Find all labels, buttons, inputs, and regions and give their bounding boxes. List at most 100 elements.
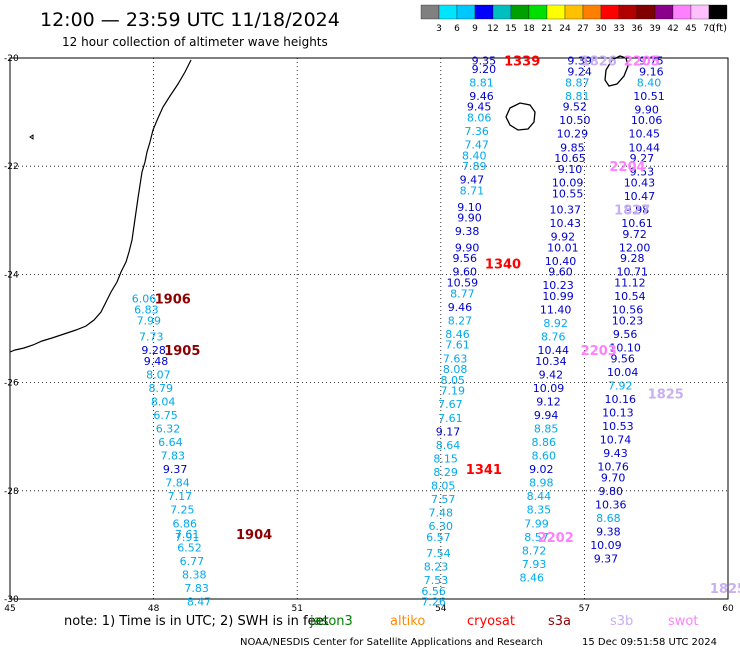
wave-height-value: 6.64 — [158, 436, 183, 449]
wave-height-value: 8.64 — [436, 439, 461, 452]
wave-height-value: 10.74 — [600, 433, 632, 446]
wave-height-value: 9.46 — [469, 90, 494, 103]
wave-height-value: 8.44 — [527, 490, 552, 503]
colorbar-swatch — [456, 4, 476, 20]
wave-height-value: 10.13 — [602, 406, 634, 419]
wave-height-value: 10.44 — [538, 344, 570, 357]
wave-height-value: 8.08 — [443, 363, 468, 376]
y-tick-label: -24 — [4, 270, 19, 280]
wave-height-value: 9.90 — [455, 241, 480, 254]
colorbar-swatch — [474, 4, 494, 20]
wave-height-value: 10.34 — [535, 355, 567, 368]
track-label: 1825 — [648, 387, 684, 402]
wave-height-value: 8.05 — [431, 479, 456, 492]
wave-height-value: 9.60 — [452, 266, 477, 279]
y-tick-label: -30 — [4, 595, 19, 605]
colorbar-label: 27 — [577, 24, 588, 34]
colorbar-swatch — [420, 4, 440, 20]
colorbar-swatch — [636, 4, 656, 20]
footer-timestamp: 15 Dec 09:51:58 UTC 2024 — [582, 637, 717, 648]
x-tick-label: 48 — [148, 604, 160, 614]
legend-item: s3a — [548, 614, 571, 629]
wave-height-value: 8.77 — [450, 287, 475, 300]
wave-height-value: 7.54 — [426, 547, 451, 560]
wave-height-value: 10.54 — [614, 290, 646, 303]
wave-height-value: 9.56 — [610, 352, 635, 365]
wave-height-value: 8.46 — [445, 328, 470, 341]
track-label: 2204 — [609, 160, 645, 175]
colorbar-label: 6 — [454, 24, 460, 34]
wave-height-value: 11.12 — [614, 277, 646, 290]
wave-height-value: 7.99 — [524, 517, 549, 530]
wave-height-value: 10.09 — [590, 539, 622, 552]
satellite-legend: jason3 altiko cryosat s3a s3b swot — [309, 614, 698, 629]
wave-height-value: 10.56 — [612, 304, 644, 317]
footer-note: note: 1) Time is in UTC; 2) SWH is in fe… — [64, 614, 329, 629]
wave-height-value: 8.38 — [182, 569, 207, 582]
coastline-madagascar — [9, 59, 192, 353]
footer-credit: NOAA/NESDIS Center for Satellite Applica… — [240, 637, 543, 648]
wave-height-value: 7.92 — [608, 379, 633, 392]
wave-height-value: 8.46 — [519, 571, 544, 584]
wave-height-value: 10.09 — [533, 382, 565, 395]
wave-height-value: 8.60 — [531, 450, 556, 463]
wave-height-value: 8.35 — [527, 504, 552, 517]
colorbar-swatch — [582, 4, 602, 20]
wave-height-value: 7.57 — [431, 493, 456, 506]
track-label: 1825 — [710, 582, 740, 597]
wave-height-value: 8.23 — [424, 561, 449, 574]
wave-height-value: 10.06 — [631, 114, 663, 127]
wave-height-value: 6.06 — [132, 293, 157, 306]
wave-height-value: 7.61 — [438, 412, 463, 425]
y-tick-label: -26 — [4, 379, 19, 389]
wave-height-value: 9.90 — [634, 103, 659, 116]
wave-height-value: 9.28 — [620, 252, 645, 265]
island-mauritius — [604, 55, 629, 87]
wave-height-value: 10.09 — [552, 176, 584, 189]
wave-height-value: 8.27 — [448, 314, 473, 327]
colorbar-label: 21 — [541, 24, 552, 34]
legend-item: altiko — [390, 614, 425, 629]
wave-height-value: 10.47 — [624, 190, 656, 203]
x-tick-label: 60 — [722, 604, 734, 614]
wave-height-value: 9.37 — [163, 463, 188, 476]
chart-subtitle: 12 hour collection of altimeter wave hei… — [62, 35, 328, 49]
wave-height-value: 11.40 — [540, 304, 572, 317]
wave-height-value: 9.17 — [436, 425, 461, 438]
track-label: 1827 — [614, 203, 650, 218]
colorbar: 3 6 9 12 15 18 21 24 27 30 33 36 39 42 45 70 — [420, 4, 728, 34]
track-label: 2205 — [624, 55, 660, 70]
wave-height-value: 9.46 — [448, 301, 473, 314]
track-label: 1904 — [236, 528, 272, 543]
axis-ticks: 45 48 51 54 57 60 -20 -22 -24 -26 -28 -30 — [4, 54, 734, 614]
wave-height-value: 8.07 — [146, 368, 171, 381]
track-label: 1341 — [466, 463, 502, 478]
plot-frame — [9, 57, 729, 600]
wave-height-value: 6.57 — [426, 531, 451, 544]
colorbar-label: 24 — [559, 24, 571, 34]
wave-height-value: 9.38 — [596, 525, 621, 538]
wave-height-value: 7.83 — [160, 450, 185, 463]
wave-height-value: 9.90 — [457, 212, 482, 225]
wave-height-value: 8.57 — [524, 531, 549, 544]
wave-height-value: 10.53 — [602, 420, 634, 433]
wave-height-value: 10.61 — [621, 217, 653, 230]
wave-height-value: 7.84 — [165, 477, 190, 490]
legend-item: jason3 — [309, 614, 353, 629]
wave-height-value: 10.10 — [609, 341, 641, 354]
track-label: 1905 — [164, 344, 200, 359]
wave-height-value: 7.73 — [139, 331, 164, 344]
wave-height-value: 8.40 — [637, 76, 662, 89]
wave-height-value: 10.99 — [542, 290, 574, 303]
wave-height-value: 10.55 — [552, 187, 584, 200]
wave-height-value: 7.61 — [445, 339, 470, 352]
wave-height-value: 7.25 — [170, 504, 195, 517]
wave-height-value: 10.36 — [595, 498, 627, 511]
wave-height-value: 7.67 — [438, 398, 463, 411]
wave-height-value: 8.85 — [534, 423, 559, 436]
colorbar-swatch — [528, 4, 548, 20]
wave-height-value: 7.53 — [424, 574, 449, 587]
wave-height-value: 8.79 — [149, 382, 174, 395]
wave-height-value: 9.60 — [548, 266, 573, 279]
wave-height-value: 6.56 — [421, 585, 446, 598]
